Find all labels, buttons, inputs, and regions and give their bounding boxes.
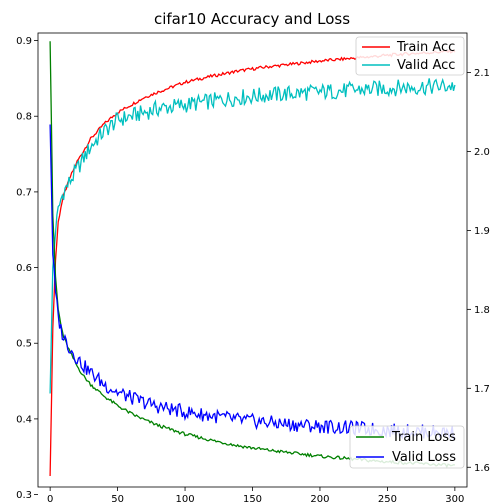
- y-left-tick-label: 0.9: [16, 36, 32, 47]
- legend-label-train-loss: Train Loss: [391, 430, 456, 445]
- y-left-tick-label: 0.5: [16, 339, 32, 350]
- y-right-tick-label: 1.8: [474, 305, 490, 316]
- y-right-tick-label: 1.6: [474, 463, 490, 474]
- series-line-valid-acc: [49, 77, 456, 394]
- y-right-tick-label: 1.7: [474, 384, 490, 395]
- legend-label-valid-acc: Valid Acc: [397, 58, 455, 73]
- y-left-tick-label: 0.8: [16, 112, 32, 123]
- x-tick-label: 200: [310, 494, 329, 504]
- x-tick-label: 300: [445, 494, 464, 504]
- y-axis-left: 0.3 0.4 0.5 0.6 0.7 0.8 0.9: [16, 36, 38, 501]
- x-tick-label: 150: [243, 494, 262, 504]
- x-axis: 0 50 100 150 200 250 300: [47, 487, 464, 504]
- y-right-tick-label: 2.0: [474, 147, 490, 158]
- y-left-tick-label: 0.7: [16, 187, 32, 198]
- legend-label-valid-loss: Valid Loss: [392, 450, 456, 465]
- y-axis-right: 1.6 1.7 1.8 1.9 2.0 2.1: [467, 68, 490, 474]
- legend-label-train-acc: Train Acc: [396, 40, 455, 55]
- chart-title: cifar10 Accuracy and Loss: [154, 10, 350, 28]
- x-tick-label: 0: [47, 494, 53, 504]
- y-left-tick-label: 0.6: [16, 263, 32, 274]
- y-right-tick-label: 2.1: [474, 68, 490, 79]
- legend-top: Train Acc Valid Acc: [355, 36, 465, 76]
- y-right-tick-label: 1.9: [474, 226, 490, 237]
- x-tick-label: 100: [176, 494, 195, 504]
- x-tick-label: 250: [378, 494, 397, 504]
- y-left-tick-label: 0.3: [16, 490, 32, 501]
- y-left-tick-label: 0.4: [16, 414, 32, 425]
- x-tick-label: 50: [111, 494, 124, 504]
- legend-bottom: Train Loss Valid Loss: [349, 425, 465, 469]
